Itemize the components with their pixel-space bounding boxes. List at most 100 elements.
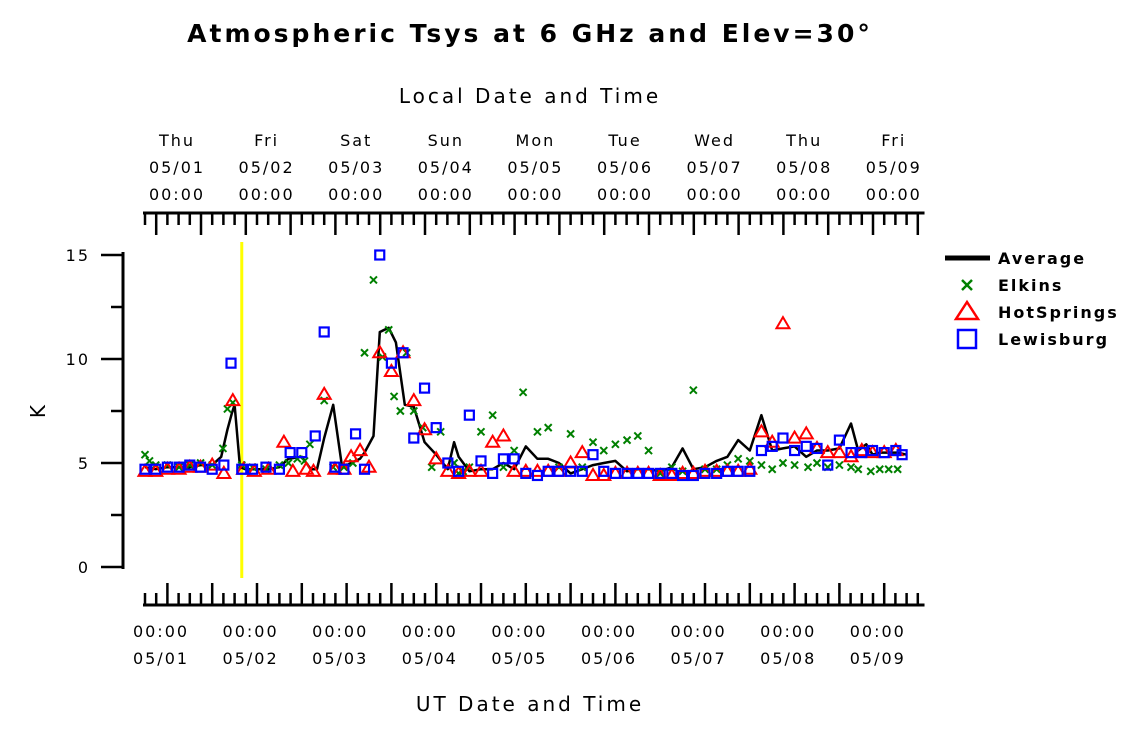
elkins-point: [893, 465, 902, 474]
top-tick-date: 05/09: [866, 158, 922, 177]
hotsprings-point: [584, 467, 602, 482]
lewisburg-point: [453, 465, 465, 477]
bottom-tick-time: 00:00: [491, 622, 547, 641]
hotsprings-point: [405, 392, 423, 407]
lewisburg-point: [487, 467, 499, 479]
elkins-point-stroke: [488, 410, 497, 420]
top-tick-date: 05/08: [776, 158, 832, 177]
lewisburg-point: [418, 382, 431, 394]
top-tick-day: Tue: [607, 131, 641, 150]
lewisburg-point: [744, 465, 756, 477]
hotsprings-point: [651, 467, 669, 482]
elkins-point: [140, 450, 150, 459]
lewisburg-point: [866, 444, 879, 457]
hotsprings-point: [159, 460, 176, 475]
elkins-point: [689, 385, 698, 395]
lewisburg-point: [845, 447, 857, 459]
elkins-point: [396, 406, 405, 416]
bottom-tick-time: 00:00: [402, 622, 458, 641]
elkins-point: [846, 462, 856, 472]
lewisburg-point: [598, 465, 610, 477]
hotsprings-point: [663, 467, 681, 482]
lewisburg-point: [475, 455, 487, 467]
elkins-point: [884, 465, 893, 474]
lewisburg-point: [358, 463, 371, 475]
elkins-point-stroke: [218, 444, 228, 453]
elkins-point-stroke: [767, 465, 777, 474]
elkins-point: [145, 456, 154, 466]
lewisburg-point: [666, 467, 678, 479]
hotsprings-point: [595, 467, 613, 482]
y-tick-label: 10: [66, 350, 90, 369]
lewisburg-point: [225, 357, 237, 369]
average-series-line: [144, 326, 907, 475]
elkins-point-stroke: [566, 429, 575, 439]
hotsprings-point: [797, 425, 815, 440]
elkins-point: [757, 460, 766, 470]
elkins-point: [543, 423, 553, 432]
elkins-point-stroke: [866, 467, 875, 476]
hotsprings-point: [505, 462, 523, 477]
hotsprings-point: [371, 344, 389, 359]
lewisburg-point: [173, 461, 185, 473]
lewisburg-point: [732, 465, 744, 477]
lewisburg-point: [878, 447, 890, 459]
top-tick-time: 00:00: [776, 185, 832, 204]
lewisburg-point: [687, 469, 699, 482]
hotsprings-point: [864, 444, 881, 459]
top-tick-date: 05/05: [507, 158, 563, 177]
lewisburg-point: [520, 467, 532, 479]
elkins-point-stroke: [884, 465, 893, 474]
elkins-point-stroke: [145, 456, 154, 466]
hotsprings-point: [275, 433, 293, 448]
lewisburg-point: [430, 422, 442, 434]
elkins-point-stroke: [499, 462, 508, 472]
elkins-point: [854, 465, 863, 474]
elkins-point-stroke: [396, 406, 405, 416]
bottom-tick-date: 05/06: [581, 649, 637, 668]
elkins-point: [767, 465, 777, 474]
lewisburg-point: [632, 467, 644, 479]
lewisburg-point: [309, 430, 321, 442]
legend-elkins-stroke: [961, 279, 973, 291]
hotsprings-point: [753, 423, 770, 438]
elkins-point-stroke: [846, 462, 856, 472]
elkins-point: [588, 437, 598, 447]
elkins-point: [409, 406, 419, 416]
hotsprings-point: [819, 444, 837, 459]
elkins-point-stroke: [622, 435, 632, 445]
top-tick-day: Wed: [694, 131, 735, 150]
bottom-tick-date: 05/04: [402, 649, 458, 668]
elkins-point: [533, 427, 542, 437]
lewisburg-point: [236, 463, 248, 475]
top-tick-time: 00:00: [328, 185, 384, 204]
lewisburg-point: [777, 432, 789, 444]
hotsprings-point: [450, 464, 467, 479]
lewisburg-point: [576, 465, 588, 477]
lewisburg-point: [654, 467, 666, 479]
lewisburg-point: [296, 447, 308, 459]
lewisburg-point: [721, 465, 734, 477]
top-tick-day: Mon: [516, 131, 556, 150]
elkins-point: [566, 429, 575, 439]
top-tick-date: 05/07: [687, 158, 743, 177]
hotsprings-point: [383, 363, 400, 378]
elkins-point: [476, 427, 486, 437]
elkins-point: [360, 348, 369, 357]
lewisburg-point: [260, 461, 272, 473]
hotsprings-point: [472, 462, 490, 477]
hotsprings-point: [696, 462, 714, 477]
lewisburg-point: [408, 432, 420, 444]
elkins-point-stroke: [427, 462, 436, 472]
lewisburg-point: [699, 467, 711, 479]
elkins-point: [866, 467, 875, 476]
top-tick-date: 05/04: [418, 158, 474, 177]
elkins-point: [599, 446, 608, 455]
elkins-point: [622, 435, 632, 445]
legend: Average Elkins HotSprings Lewisburg: [945, 249, 1117, 350]
lewisburg-point: [822, 459, 834, 471]
lewisburg-point: [642, 467, 655, 479]
top-tick-time: 00:00: [866, 185, 922, 204]
top-tick-day: Sat: [340, 131, 372, 150]
